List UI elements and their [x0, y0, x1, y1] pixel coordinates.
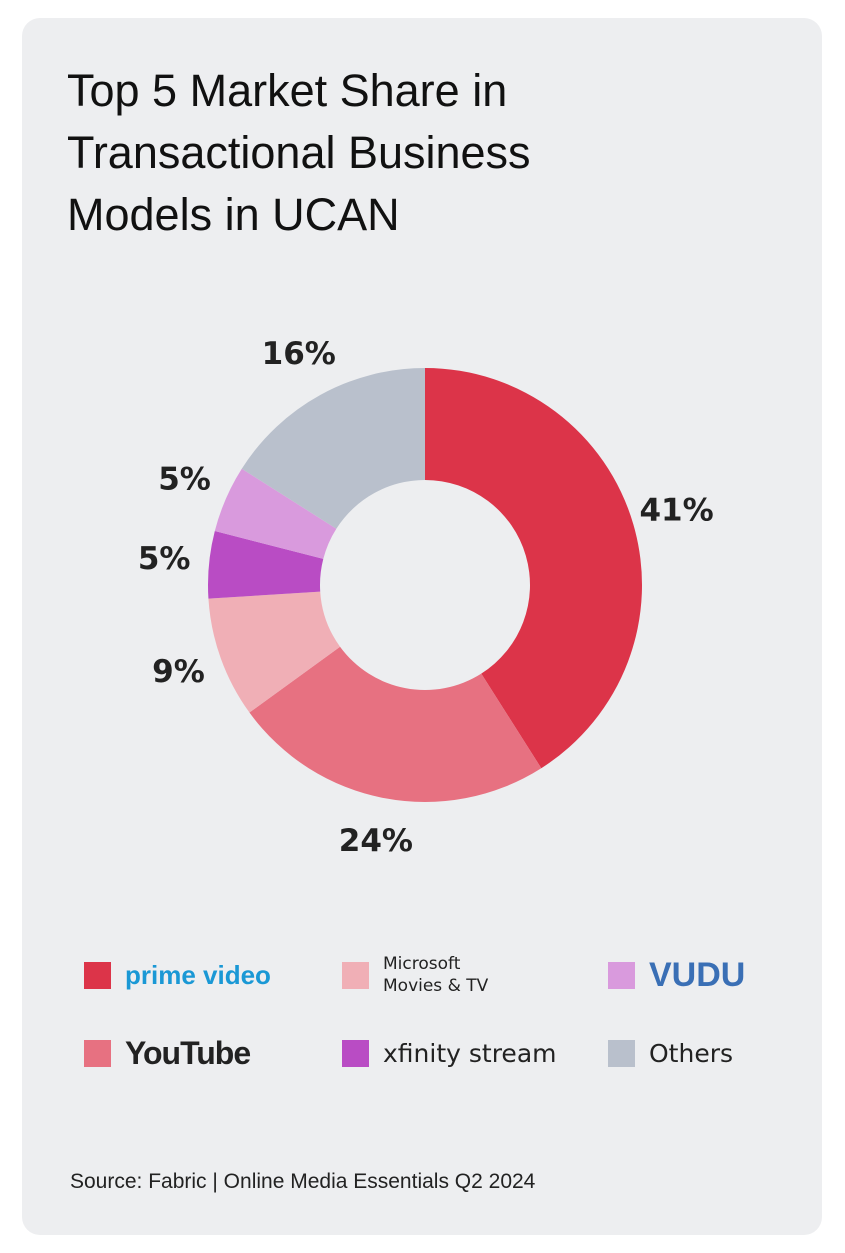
slice: [208, 591, 341, 713]
legend-item: prime video: [84, 936, 342, 1014]
source: Source: Fabric | Online Media Essentials…: [70, 1170, 536, 1193]
value-label: 5%: [158, 461, 211, 497]
legend-label: YouTube: [125, 1034, 251, 1071]
value-label: 24%: [339, 823, 413, 859]
card: Top 5 Market Share in Transactional Busi…: [22, 18, 822, 1235]
legend-swatch: [342, 961, 369, 989]
legend-item: YouTube: [84, 1014, 342, 1092]
slice: [241, 368, 425, 529]
legend: prime video YouTube Microsoft Movies & TV x…: [84, 936, 808, 1092]
legend-swatch: [608, 961, 635, 989]
slice: [425, 368, 643, 769]
slice: [249, 646, 542, 802]
legend-swatch: [342, 1039, 369, 1067]
legend-label: Others: [649, 1038, 734, 1068]
legend-item: Microsoft Movies & TV: [342, 936, 608, 1014]
slice: [208, 531, 324, 599]
chart: 41% 24% 9% 5% 5% 16%: [138, 336, 714, 859]
value-label: 9%: [152, 654, 205, 690]
slice: [214, 468, 337, 559]
chart-title: Top 5 Market Share in Transactional Busi…: [67, 65, 531, 240]
legend-swatch: [84, 961, 111, 989]
legend-item: Others: [608, 1014, 808, 1092]
legend-label: prime video: [125, 959, 271, 990]
value-label: 5%: [138, 541, 191, 577]
legend-swatch: [608, 1039, 635, 1067]
legend-label: VUDU: [649, 955, 746, 994]
value-label: 16%: [262, 336, 336, 372]
value-label: 41%: [639, 492, 713, 528]
legend-item: VUDU: [608, 936, 808, 1014]
legend-swatch: [84, 1039, 111, 1067]
legend-label: Microsoft Movies & TV: [383, 954, 489, 996]
legend-item: xfinity stream: [342, 1014, 608, 1092]
legend-label: xfinity stream: [383, 1038, 557, 1068]
